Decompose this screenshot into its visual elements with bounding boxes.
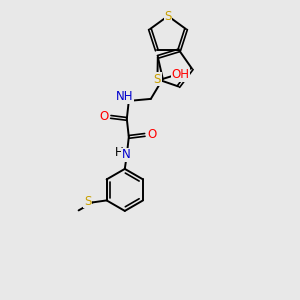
- Text: S: S: [154, 73, 161, 86]
- Text: O: O: [99, 110, 108, 123]
- Text: NH: NH: [116, 90, 134, 104]
- Text: O: O: [147, 128, 156, 141]
- Text: S: S: [84, 195, 91, 208]
- Text: H: H: [114, 146, 123, 159]
- Text: S: S: [164, 10, 172, 22]
- Text: OH: OH: [172, 68, 190, 81]
- Text: N: N: [122, 148, 130, 161]
